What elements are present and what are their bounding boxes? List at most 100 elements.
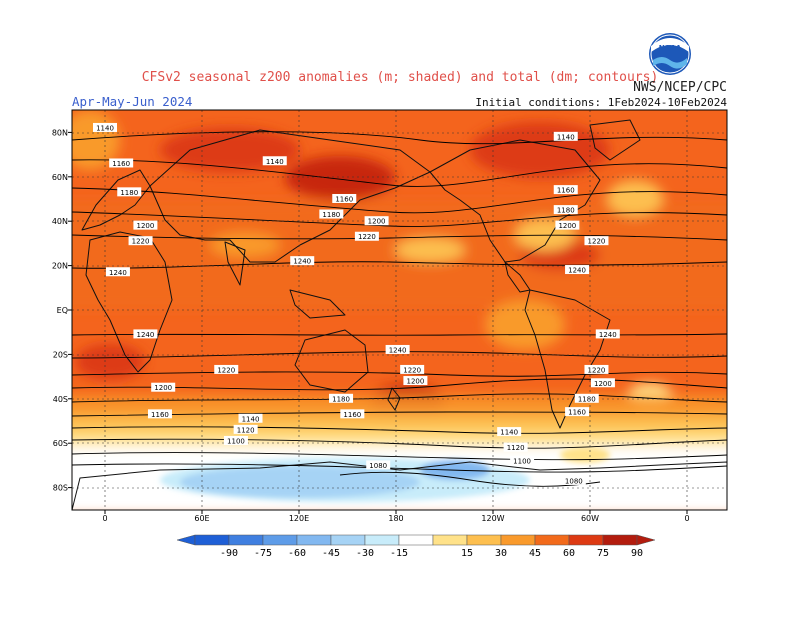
colorbar-swatch: [398, 534, 434, 546]
contour-label: 1220: [588, 366, 606, 374]
initial-conditions-label: Initial conditions: 1Feb2024-10Feb2024: [475, 96, 727, 109]
contour-label-bg: [147, 409, 172, 419]
x-tick-label: 0: [102, 514, 107, 523]
colorbar-swatch: [296, 534, 332, 546]
contour-label: 1180: [120, 189, 138, 197]
x-tick-label: 120W: [481, 514, 504, 523]
colorbar-label: 90: [631, 548, 643, 559]
contour-label: 1080: [565, 477, 583, 485]
contour-label: 1180: [332, 395, 350, 403]
contour-label-bg: [400, 364, 425, 374]
y-tick-label: EQ: [57, 306, 68, 315]
contour-label: 1140: [242, 415, 260, 423]
y-tick-label: 40S: [53, 395, 68, 404]
contour-label-bg: [510, 455, 535, 465]
colorbar-swatch: [330, 534, 366, 546]
colorbar-swatch: [262, 534, 298, 546]
colorbar-label: 45: [529, 548, 541, 559]
contour-label: 1220: [358, 233, 376, 241]
svg-text:NOAA: NOAA: [659, 44, 682, 52]
colorbar-swatch: [228, 534, 264, 546]
contour-label-bg: [93, 122, 117, 132]
contour-label: 1140: [557, 133, 575, 141]
x-tick-label: 60W: [581, 514, 599, 523]
contour-label-bg: [595, 329, 620, 339]
colorbar-label: 15: [461, 548, 473, 559]
contour-label-bg: [555, 220, 580, 230]
contour-label: 1160: [343, 411, 361, 419]
contour-label-bg: [214, 364, 239, 374]
contour-label: 1220: [403, 366, 421, 374]
contour-label-bg: [385, 344, 410, 354]
contour-label: 1220: [217, 366, 235, 374]
colorbar-swatch: [602, 534, 638, 546]
colorbar-label: 75: [597, 548, 609, 559]
contour-label: 1140: [266, 158, 284, 166]
contour-label: 1240: [293, 258, 311, 266]
colorbar-arrow-left: [176, 534, 196, 546]
season-label: Apr-May-Jun 2024: [72, 94, 192, 109]
agency-label: NWS/NCEP/CPC: [633, 80, 727, 95]
contour-label-bg: [354, 231, 379, 241]
contour-label: 1200: [406, 378, 424, 386]
colorbar-label: -90: [220, 548, 238, 559]
contour-label-bg: [574, 393, 599, 403]
colorbar-label: 30: [495, 548, 507, 559]
contour-label: 1180: [578, 395, 596, 403]
colorbar-swatch: [364, 534, 400, 546]
y-tick-label: 20S: [53, 350, 68, 359]
noaa-logo: NOAA: [649, 33, 691, 75]
contour-label: 1100: [227, 437, 245, 445]
contour-label-bg: [128, 236, 153, 246]
colorbar-swatch: [534, 534, 570, 546]
contour-label: 1120: [507, 444, 525, 452]
contour-label-bg: [151, 382, 176, 392]
contour-labels: 1140 1160 1180 1200 1220 1240 1140 1160 1180 1200…: [93, 122, 620, 485]
contour-label: 1120: [237, 426, 255, 434]
contour-label-bg: [553, 185, 578, 195]
contour-label-bg: [403, 376, 428, 386]
contour-label: 1140: [500, 429, 518, 437]
colorbar-label: -15: [390, 548, 408, 559]
colorbar-swatch: [568, 534, 604, 546]
colorbar-swatch: [466, 534, 502, 546]
contour-label: 1240: [389, 346, 407, 354]
y-tick-label: 60S: [53, 439, 68, 448]
contour-label-bg: [553, 131, 578, 141]
contour-label-bg: [117, 187, 142, 197]
contour-label-bg: [238, 413, 263, 423]
y-tick-label: 80S: [53, 484, 68, 493]
contour-label-bg: [329, 393, 354, 403]
contour-label-bg: [565, 407, 590, 417]
y-axis: 80N 60N 40N 20N EQ 20S 40S 60S 80S: [52, 128, 72, 493]
x-tick-label: 60E: [194, 514, 209, 523]
contour-label-bg: [553, 205, 578, 215]
contour-label-bg: [503, 442, 528, 452]
colorbar: -90 -75 -60 -45 -30 -15 15 30 45 60 75 90: [176, 534, 656, 559]
contour-label-bg: [105, 267, 130, 277]
contour-label: 1200: [558, 222, 576, 230]
chart-title: CFSv2 seasonal z200 anomalies (m; shaded…: [142, 70, 659, 85]
contour-label: 1200: [594, 380, 612, 388]
colorbar-label: 60: [563, 548, 575, 559]
contour-label-bg: [290, 256, 315, 266]
contour-label: 1160: [112, 160, 130, 168]
colorbar-label: -75: [254, 548, 272, 559]
x-tick-label: 0: [684, 514, 689, 523]
contour-label-bg: [561, 475, 586, 485]
grid-lines: [72, 110, 727, 510]
x-axis: 0 60E 120E 180 120W 60W 0: [102, 510, 690, 523]
contour-label: 1080: [369, 462, 387, 470]
contour-label-bg: [584, 364, 609, 374]
contour-label-bg: [332, 194, 357, 203]
y-tick-label: 20N: [52, 262, 68, 271]
x-tick-label: 180: [388, 514, 403, 523]
contour-label-bg: [319, 209, 344, 219]
colorbar-label: -30: [356, 548, 374, 559]
contour-label-bg: [565, 265, 590, 275]
y-tick-label: 60N: [52, 173, 68, 182]
contour-label: 1140: [96, 124, 114, 132]
contour-label-bg: [233, 424, 258, 434]
contour-label-bg: [109, 158, 134, 168]
